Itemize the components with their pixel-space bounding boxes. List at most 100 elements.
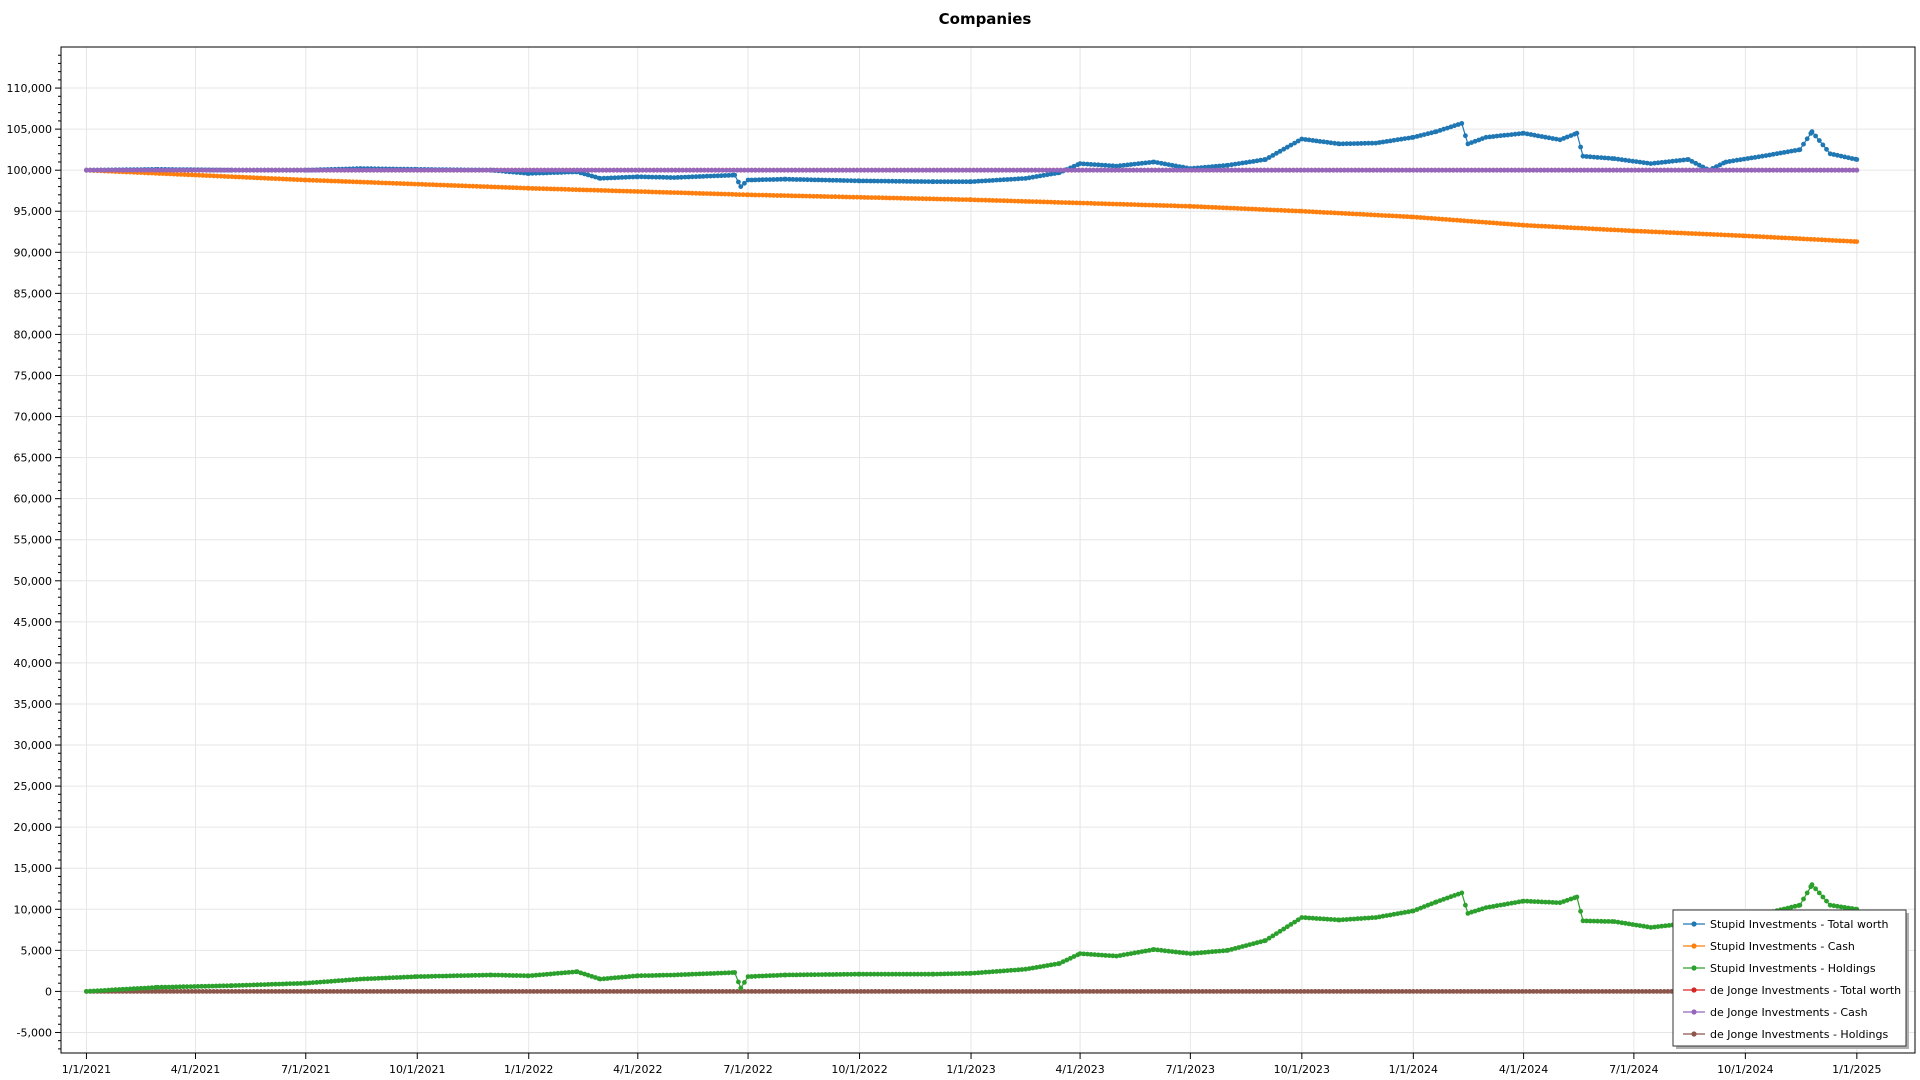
data-point (1552, 989, 1558, 994)
data-point (1040, 989, 1045, 994)
data-point (689, 190, 695, 196)
data-point (596, 167, 602, 173)
legend-item[interactable]: de Jonge Investments - Holdings (1683, 1028, 1888, 1041)
data-point (458, 989, 464, 994)
data-point (1785, 905, 1791, 911)
data-point (1552, 167, 1558, 173)
data-point (841, 971, 847, 977)
data-point (1516, 989, 1522, 994)
data-point (745, 974, 751, 979)
series-5 (84, 989, 1860, 994)
data-point (1116, 989, 1122, 994)
data-point (904, 179, 910, 184)
data-point (225, 167, 231, 173)
data-point (1807, 167, 1812, 173)
data-point (1663, 923, 1668, 929)
data-point (559, 970, 564, 976)
data-point (540, 972, 546, 977)
data-point (1444, 125, 1450, 131)
data-point (1278, 207, 1284, 213)
data-point (91, 988, 97, 994)
data-point (347, 977, 352, 983)
data-point (902, 989, 907, 994)
data-point (1195, 204, 1200, 210)
data-point (531, 167, 536, 173)
data-point (786, 972, 792, 978)
data-point (825, 194, 831, 200)
data-point (440, 973, 446, 979)
data-point (1677, 158, 1683, 163)
data-point (1321, 210, 1327, 215)
data-point (1637, 159, 1643, 165)
data-point (364, 167, 369, 173)
data-point (1120, 167, 1125, 173)
data-point (585, 172, 591, 178)
data-point (262, 982, 267, 987)
data-point (807, 167, 813, 173)
data-point (1472, 989, 1478, 994)
data-point (1106, 953, 1112, 958)
data-point (607, 167, 613, 173)
data-point (374, 989, 380, 994)
legend-item[interactable]: de Jonge Investments - Cash (1683, 1006, 1868, 1019)
data-point (113, 167, 118, 173)
data-point (669, 167, 675, 173)
data-point (1774, 151, 1780, 157)
data-point (396, 989, 402, 994)
legend-item[interactable]: Stupid Investments - Cash (1683, 940, 1855, 953)
data-point (1389, 167, 1394, 173)
x-tick-label: 7/1/2021 (281, 1063, 330, 1076)
data-point (1171, 989, 1176, 994)
data-point (574, 989, 580, 994)
data-point (134, 986, 140, 991)
data-point (1615, 919, 1621, 925)
data-point (1813, 133, 1818, 139)
data-point (617, 188, 622, 194)
data-point (298, 167, 304, 173)
data-point (1465, 141, 1471, 147)
data-point (1831, 903, 1837, 909)
data-point (345, 989, 351, 994)
data-point (1534, 167, 1540, 173)
data-point (1854, 239, 1860, 245)
data-point (207, 167, 213, 173)
data-point (1443, 217, 1449, 222)
data-point (1700, 231, 1706, 237)
data-point (774, 193, 780, 198)
data-point (544, 186, 550, 192)
data-point (570, 969, 575, 975)
data-point (1640, 167, 1645, 173)
data-point (422, 989, 427, 994)
data-point (805, 177, 810, 183)
data-point (745, 167, 751, 173)
data-point (1018, 989, 1024, 994)
data-point (1394, 213, 1399, 219)
y-tick-label: 100,000 (7, 164, 53, 177)
data-point (1490, 220, 1496, 226)
data-point (1644, 924, 1650, 930)
data-point (1200, 167, 1205, 173)
data-point (1065, 989, 1071, 994)
legend-item[interactable]: Stupid Investments - Total worth (1683, 918, 1889, 931)
data-point (671, 175, 677, 181)
data-point (222, 167, 228, 173)
legend[interactable]: Stupid Investments - Total worth Stupid I… (1672, 909, 1909, 1049)
data-point (829, 194, 835, 200)
data-point (589, 989, 595, 994)
data-point (625, 989, 631, 994)
data-point (1595, 155, 1600, 160)
data-point (1299, 915, 1305, 920)
data-point (1391, 911, 1397, 917)
legend-item[interactable]: Stupid Investments - Holdings (1683, 962, 1876, 975)
data-point (1598, 918, 1604, 924)
data-point (1105, 989, 1111, 994)
legend-item[interactable]: de Jonge Investments - Total worth (1683, 984, 1901, 997)
data-point (734, 167, 740, 173)
data-point (968, 970, 974, 976)
data-point (1098, 167, 1104, 173)
data-point (1603, 989, 1609, 994)
data-point (1490, 904, 1496, 909)
data-point (1306, 915, 1312, 921)
data-point (1463, 902, 1468, 908)
data-point (708, 191, 713, 197)
